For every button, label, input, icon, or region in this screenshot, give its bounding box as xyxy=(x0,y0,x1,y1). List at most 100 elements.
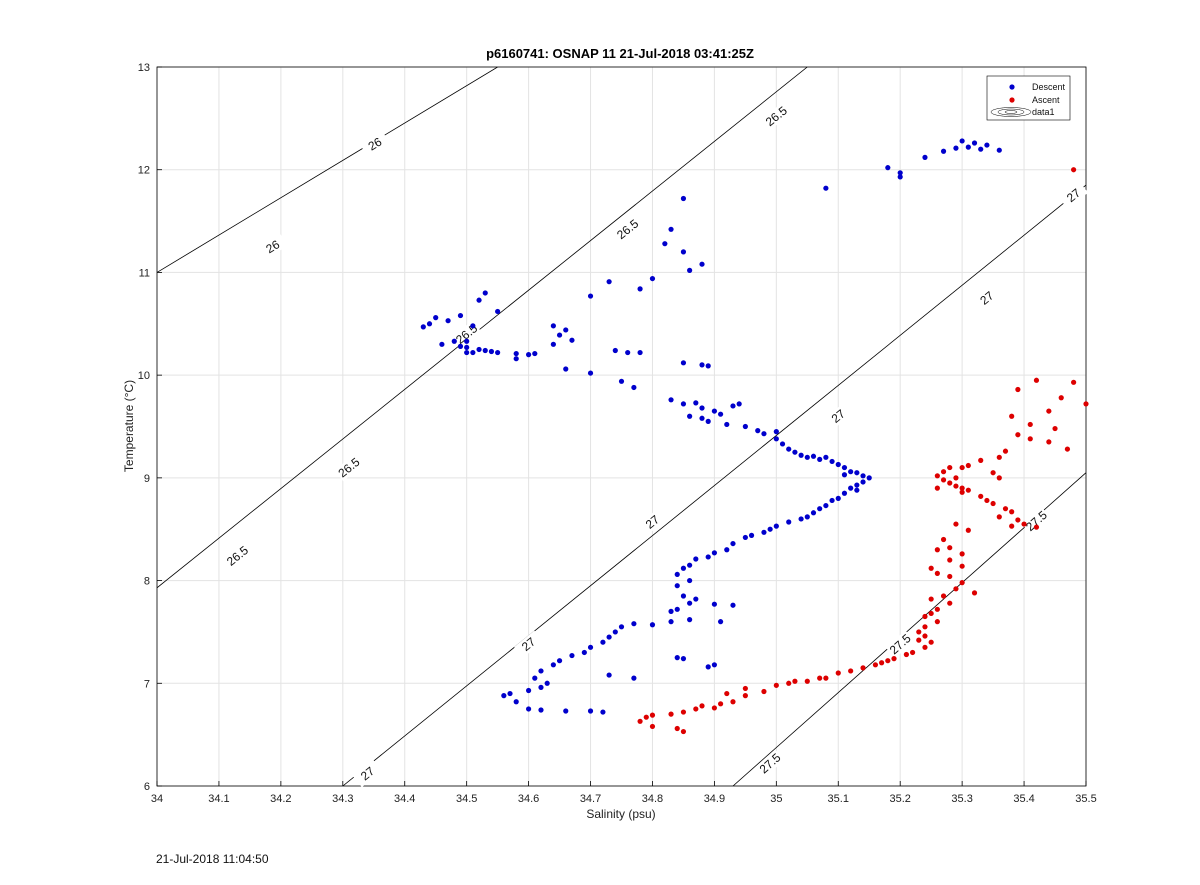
ascent-point xyxy=(1002,448,1009,454)
ascent-point xyxy=(742,685,748,692)
ascent-point xyxy=(792,678,798,684)
ascent-point xyxy=(909,649,916,656)
descent-point xyxy=(687,617,693,623)
ascent-point xyxy=(990,500,996,507)
x-tick-label: 34.8 xyxy=(642,793,663,805)
descent-point xyxy=(625,349,631,356)
descent-point xyxy=(687,562,693,568)
x-tick-label: 35 xyxy=(770,793,782,805)
descent-point xyxy=(687,413,693,419)
descent-point xyxy=(848,469,854,475)
ascent-point xyxy=(965,527,971,533)
descent-point xyxy=(668,226,674,232)
descent-point xyxy=(526,706,532,712)
ascent-point xyxy=(1015,386,1021,393)
descent-point xyxy=(507,690,513,697)
descent-point xyxy=(674,655,680,661)
ascent-point xyxy=(860,665,866,671)
descent-point xyxy=(680,195,687,202)
ascent-point xyxy=(1052,425,1058,432)
descent-point xyxy=(563,327,569,333)
descent-point xyxy=(841,490,848,496)
descent-point xyxy=(693,596,699,602)
descent-point xyxy=(841,472,848,478)
descent-point xyxy=(687,600,693,606)
ascent-point xyxy=(934,606,940,612)
plot-area-frame xyxy=(156,66,1087,787)
ascent-point xyxy=(947,557,953,563)
descent-point xyxy=(587,370,594,376)
descent-point xyxy=(984,142,990,148)
descent-point xyxy=(711,550,718,556)
ascent-point xyxy=(996,475,1002,481)
descent-point xyxy=(922,154,928,160)
descent-point xyxy=(848,485,854,491)
ascent-point xyxy=(934,485,940,491)
ascent-point xyxy=(916,629,922,635)
contour-label-bg xyxy=(761,102,791,130)
descent-point xyxy=(730,540,736,547)
descent-point xyxy=(606,672,612,678)
ascent-point xyxy=(643,714,649,720)
contour-label-bg xyxy=(258,234,288,260)
descent-point xyxy=(742,423,748,430)
descent-point xyxy=(854,470,860,476)
descent-point xyxy=(532,675,538,681)
descent-point xyxy=(885,165,891,171)
descent-point xyxy=(457,343,464,349)
ascent-point xyxy=(1027,421,1033,428)
ascent-point xyxy=(1021,521,1027,527)
legend-data1-label: data1 xyxy=(1032,107,1055,117)
ascent-point xyxy=(786,680,792,686)
descent-point xyxy=(699,362,705,368)
ascent-point xyxy=(649,712,656,718)
descent-point xyxy=(674,571,680,578)
x-tick-label: 35.1 xyxy=(828,793,849,805)
descent-point xyxy=(569,652,575,659)
ascent-point xyxy=(965,487,971,493)
ascent-point xyxy=(953,521,959,527)
ascent-point xyxy=(761,688,767,695)
ascent-point xyxy=(928,610,934,617)
y-tick-label: 12 xyxy=(138,165,150,177)
legend[interactable]: Descent Ascent data1 xyxy=(986,75,1071,121)
descent-point xyxy=(631,621,637,627)
descent-point xyxy=(841,464,848,471)
descent-point xyxy=(680,249,687,255)
descent-point xyxy=(730,602,736,608)
descent-point xyxy=(680,401,687,407)
contour-label-bg xyxy=(514,630,544,658)
ascent-point xyxy=(823,675,829,681)
ascent-point xyxy=(959,551,965,557)
ascent-point xyxy=(940,593,947,599)
descent-point xyxy=(526,352,532,358)
ascent-point xyxy=(680,728,687,735)
ascent-point xyxy=(916,637,922,643)
descent-point xyxy=(550,323,556,329)
ascent-point xyxy=(971,590,978,596)
descent-point xyxy=(823,502,829,509)
descent-point xyxy=(482,347,488,354)
descent-point xyxy=(618,378,625,384)
ascent-point xyxy=(1002,506,1009,512)
ascent-point xyxy=(1009,509,1015,515)
ascent-point xyxy=(1015,517,1021,523)
descent-point xyxy=(464,349,470,356)
contour-line-26-5 xyxy=(157,67,808,589)
ascent-point xyxy=(996,514,1002,520)
descent-point xyxy=(674,583,680,589)
descent-point xyxy=(563,708,569,714)
grid-lines xyxy=(156,66,1087,787)
descent-point xyxy=(693,556,699,562)
descent-point xyxy=(693,400,699,406)
ascent-point xyxy=(872,662,879,668)
ascent-point xyxy=(724,690,730,697)
ascent-point xyxy=(668,711,674,717)
descent-point xyxy=(513,356,519,362)
descent-point xyxy=(748,532,755,538)
descent-point xyxy=(687,577,693,584)
descent-point xyxy=(464,344,470,351)
legend-descent-marker xyxy=(1009,84,1015,90)
descent-point xyxy=(680,656,687,662)
descent-point xyxy=(773,436,779,442)
